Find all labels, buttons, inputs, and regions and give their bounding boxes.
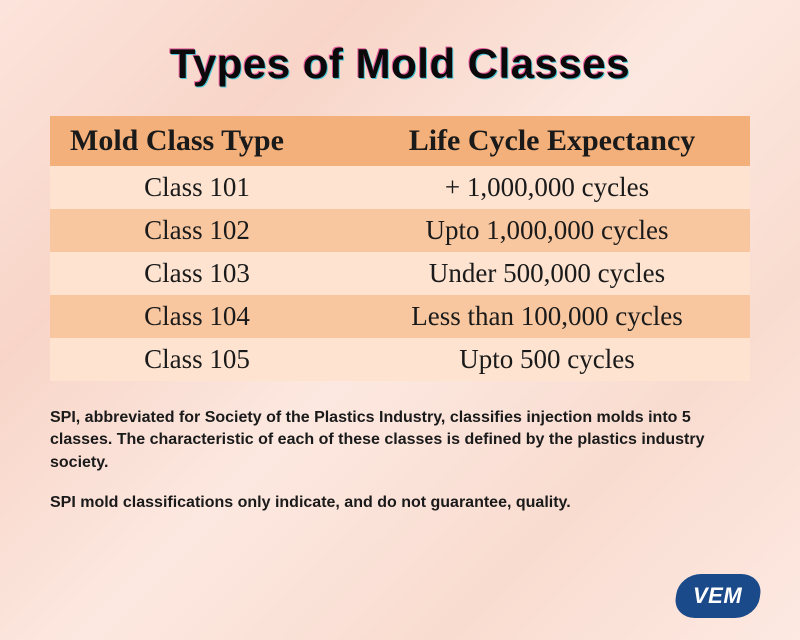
table-row: Class 102 Upto 1,000,000 cycles bbox=[50, 209, 750, 252]
mold-class-table: Mold Class Type Life Cycle Expectancy Cl… bbox=[50, 116, 750, 381]
page-title: Types of Mold Classes bbox=[50, 40, 750, 88]
cell-expectancy: Upto 1,000,000 cycles bbox=[344, 209, 750, 252]
cell-class-type: Class 104 bbox=[50, 295, 344, 338]
cell-expectancy: + 1,000,000 cycles bbox=[344, 166, 750, 209]
table-row: Class 104 Less than 100,000 cycles bbox=[50, 295, 750, 338]
cell-expectancy: Under 500,000 cycles bbox=[344, 252, 750, 295]
cell-class-type: Class 105 bbox=[50, 338, 344, 381]
cell-class-type: Class 103 bbox=[50, 252, 344, 295]
footnote-paragraph-1: SPI, abbreviated for Society of the Plas… bbox=[50, 407, 750, 474]
header-life-cycle: Life Cycle Expectancy bbox=[344, 116, 750, 166]
footnote-paragraph-2: SPI mold classifications only indicate, … bbox=[50, 492, 750, 514]
cell-class-type: Class 102 bbox=[50, 209, 344, 252]
vem-logo: VEM bbox=[673, 574, 763, 618]
cell-class-type: Class 101 bbox=[50, 166, 344, 209]
table-header-row: Mold Class Type Life Cycle Expectancy bbox=[50, 116, 750, 166]
table-row: Class 105 Upto 500 cycles bbox=[50, 338, 750, 381]
cell-expectancy: Upto 500 cycles bbox=[344, 338, 750, 381]
infographic-container: Types of Mold Classes Mold Class Type Li… bbox=[0, 0, 800, 640]
table-row: Class 103 Under 500,000 cycles bbox=[50, 252, 750, 295]
footnote-section: SPI, abbreviated for Society of the Plas… bbox=[50, 407, 750, 515]
logo-text: VEM bbox=[693, 583, 742, 609]
header-mold-class-type: Mold Class Type bbox=[50, 116, 344, 166]
table-row: Class 101 + 1,000,000 cycles bbox=[50, 166, 750, 209]
cell-expectancy: Less than 100,000 cycles bbox=[344, 295, 750, 338]
